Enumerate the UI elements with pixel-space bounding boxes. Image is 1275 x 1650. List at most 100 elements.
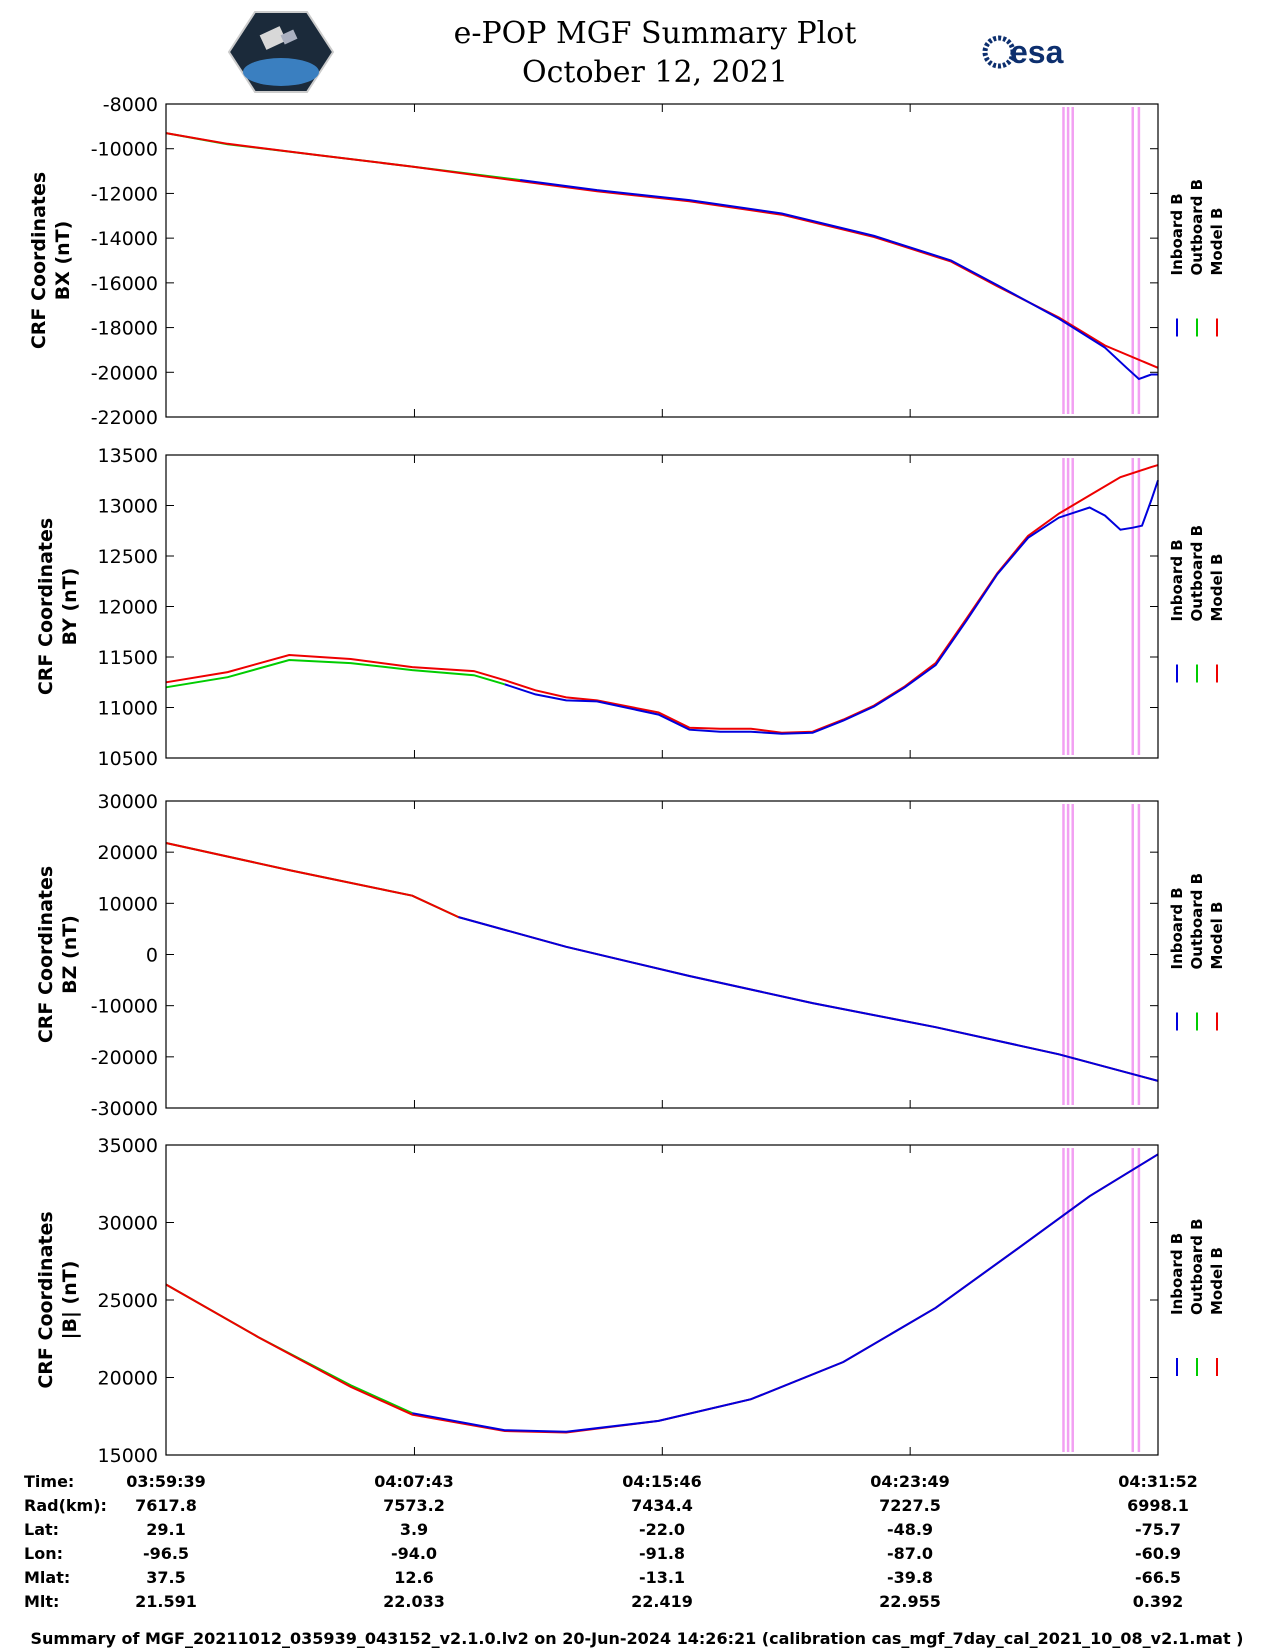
panel-3: -30000 -20000 -10000 0 10000 20000 30000 CRF Co… [35, 791, 1226, 1120]
ephemeris-value: -91.8 [639, 1544, 685, 1563]
panel-4: 15000 20000 25000 30000 35000 CRF Coordinates… [35, 1135, 1226, 1467]
y-axis-label-line2: BZ (nT) [59, 915, 81, 994]
esa-logo-text: esa [1010, 34, 1064, 70]
ephemeris-value: 7227.5 [879, 1496, 941, 1515]
y-tick-label: -20000 [91, 362, 158, 384]
y-tick-label: -18000 [91, 318, 158, 340]
y-axis-label-line2: |B| (nT) [59, 1261, 81, 1340]
ephemeris-value: 6998.1 [1127, 1496, 1189, 1515]
ephemeris-value: -13.1 [639, 1568, 685, 1587]
ephemeris-value: -94.0 [391, 1544, 437, 1563]
ephemeris-value: 37.5 [146, 1568, 185, 1587]
plot-frame [165, 800, 1159, 1109]
ephemeris-value: 7617.8 [135, 1496, 197, 1515]
chart-title: e-POP MGF Summary Plot [454, 16, 857, 51]
legend-label: Inboard B [1168, 1233, 1186, 1315]
y-tick-label: -22000 [91, 407, 158, 429]
y-tick-label: 30000 [98, 1213, 158, 1235]
series-line-inboard-b [458, 916, 1159, 1082]
legend-label: Inboard B [1168, 887, 1186, 969]
ephemeris-value: 7434.4 [631, 1496, 693, 1515]
ephemeris-row-label: Time: [24, 1472, 74, 1491]
ephemeris-value: -48.9 [887, 1520, 933, 1539]
y-tick-label: -16000 [91, 273, 158, 295]
y-axis-label: CRF Coordinates BX (nT) [28, 172, 74, 349]
y-tick-label: -8000 [103, 94, 158, 116]
series-line-model-b [165, 132, 1159, 369]
legend-label: Model B [1208, 554, 1226, 622]
y-axis-label-line1: CRF Coordinates [35, 518, 57, 695]
y-tick-label: -12000 [91, 183, 158, 205]
y-tick-label: 15000 [98, 1445, 158, 1467]
y-tick-label: -10000 [91, 139, 158, 161]
y-tick-label: -30000 [91, 1098, 158, 1120]
y-tick-label: 0 [146, 945, 158, 967]
legend-label: Model B [1208, 1247, 1226, 1315]
ephemeris-value: 04:31:52 [1118, 1472, 1198, 1491]
series-line-inboard-b [504, 479, 1159, 735]
ephemeris-value: 21.591 [135, 1592, 197, 1611]
ephemeris-value: 7573.2 [383, 1496, 445, 1515]
ephemeris-value: 03:59:39 [126, 1472, 206, 1491]
ephemeris-row-label: Rad(km): [24, 1496, 107, 1515]
y-tick-label: 10500 [98, 748, 158, 770]
y-tick-label: 35000 [98, 1135, 158, 1157]
y-tick-label: 20000 [98, 842, 158, 864]
y-axis-label-line1: CRF Coordinates [35, 1211, 57, 1388]
y-tick-label: 12000 [98, 597, 158, 619]
legend-label: Model B [1208, 208, 1226, 276]
legend-label: Outboard B [1188, 179, 1206, 276]
y-axis-label-line1: CRF Coordinates [35, 866, 57, 1043]
chart-subtitle: October 12, 2021 [522, 55, 788, 90]
ephemeris-value: 04:15:46 [622, 1472, 702, 1491]
ephemeris-value: -22.0 [639, 1520, 685, 1539]
ephemeris-value: 12.6 [394, 1568, 433, 1587]
ephemeris-row-label: Lon: [24, 1544, 63, 1563]
y-tick-label: 11000 [98, 698, 158, 720]
left-logo [227, 11, 335, 93]
panel-1: -22000 -20000 -18000 -16000 -14000 -12000 -100… [28, 94, 1226, 429]
ephemeris-value: -60.9 [1135, 1544, 1181, 1563]
series-line-outboard-b [165, 1283, 413, 1415]
y-axis-label-line2: BX (nT) [52, 221, 74, 301]
ephemeris-value: 22.419 [631, 1592, 693, 1611]
series-line-inboard-b [412, 1153, 1159, 1433]
y-tick-label: 13000 [98, 496, 158, 518]
series-line-model-b [165, 842, 1159, 1082]
footer-text: Summary of MGF_20211012_035939_043152_v2… [31, 1629, 1244, 1648]
legend-label: Inboard B [1168, 193, 1186, 275]
y-axis-label: CRF Coordinates BY (nT) [35, 518, 81, 695]
ephemeris-value: -39.8 [887, 1568, 933, 1587]
legend-label: Outboard B [1188, 525, 1206, 622]
ephemeris-value: 22.033 [383, 1592, 445, 1611]
plot-frame [165, 454, 1159, 759]
ephemeris-value: 22.955 [879, 1592, 941, 1611]
ephemeris-value: 04:23:49 [870, 1472, 950, 1491]
series-line-inboard-b [519, 179, 1158, 381]
legend-label: Outboard B [1188, 1218, 1206, 1315]
esa-logo: esa [982, 34, 1064, 70]
ephemeris-value: -96.5 [143, 1544, 189, 1563]
y-axis-label: CRF Coordinates |B| (nT) [35, 1211, 81, 1388]
legend-label: Outboard B [1188, 873, 1206, 970]
y-tick-label: -20000 [91, 1047, 158, 1069]
y-tick-label: 12500 [98, 546, 158, 568]
legend-label: Inboard B [1168, 539, 1186, 621]
y-tick-label: 10000 [98, 893, 158, 915]
ephemeris-row-label: Mlt: [24, 1592, 59, 1611]
series-line-model-b [165, 464, 1159, 734]
y-axis-label-line1: CRF Coordinates [28, 172, 50, 349]
y-tick-label: 13500 [98, 445, 158, 467]
series-line-model-b [165, 1153, 1159, 1434]
plot-frame [165, 103, 1159, 418]
y-axis-label-line2: BY (nT) [59, 568, 81, 646]
ephemeris-value: -66.5 [1135, 1568, 1181, 1587]
ephemeris-value: 3.9 [400, 1520, 428, 1539]
plot-frame [165, 1144, 1159, 1456]
series-line-outboard-b [165, 658, 505, 689]
y-tick-label: 30000 [98, 791, 158, 813]
ephemeris-value: -75.7 [1135, 1520, 1181, 1539]
y-tick-label: -14000 [91, 228, 158, 250]
y-tick-label: -10000 [91, 996, 158, 1018]
ephemeris-value: 0.392 [1133, 1592, 1184, 1611]
